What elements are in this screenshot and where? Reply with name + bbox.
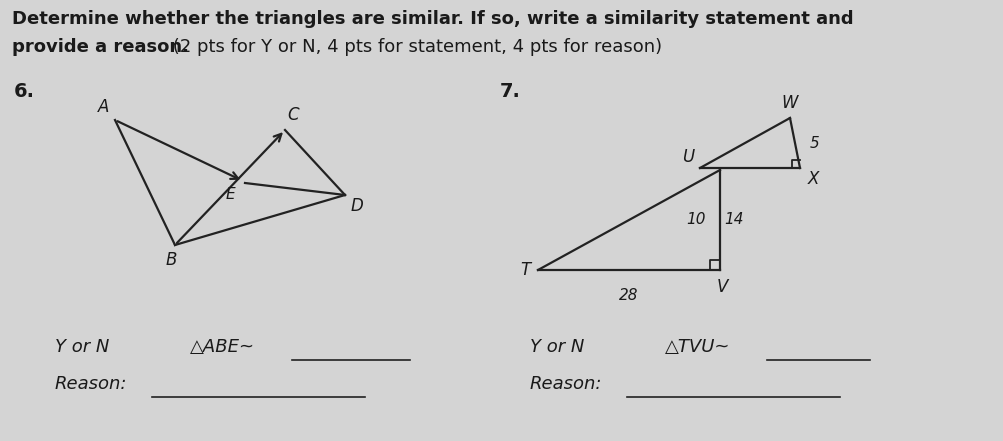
Text: X: X [807,170,818,188]
Text: B: B [165,251,177,269]
Text: Reason:: Reason: [530,375,602,393]
Text: Determine whether the triangles are similar. If so, write a similarity statement: Determine whether the triangles are simi… [12,10,853,28]
Text: D: D [351,197,363,215]
Text: E: E [225,187,235,202]
Text: C: C [287,106,298,124]
Text: 10: 10 [686,213,705,228]
Text: A: A [97,98,109,116]
Text: 6.: 6. [14,82,35,101]
Text: Y or N: Y or N [530,338,584,356]
Text: provide a reason.: provide a reason. [12,38,189,56]
Text: 14: 14 [723,213,743,228]
Text: Y or N: Y or N [55,338,109,356]
Text: 7.: 7. [499,82,521,101]
Text: 28: 28 [619,288,638,303]
Text: V: V [715,278,727,296]
Text: T: T [520,261,530,279]
Text: 5: 5 [809,135,818,150]
Text: Reason:: Reason: [55,375,127,393]
Text: △ABE~: △ABE~ [190,338,255,356]
Text: W: W [781,94,797,112]
Text: (2 pts for Y or N, 4 pts for statement, 4 pts for reason): (2 pts for Y or N, 4 pts for statement, … [166,38,661,56]
Text: △TVU~: △TVU~ [664,338,730,356]
Text: U: U [681,148,693,166]
